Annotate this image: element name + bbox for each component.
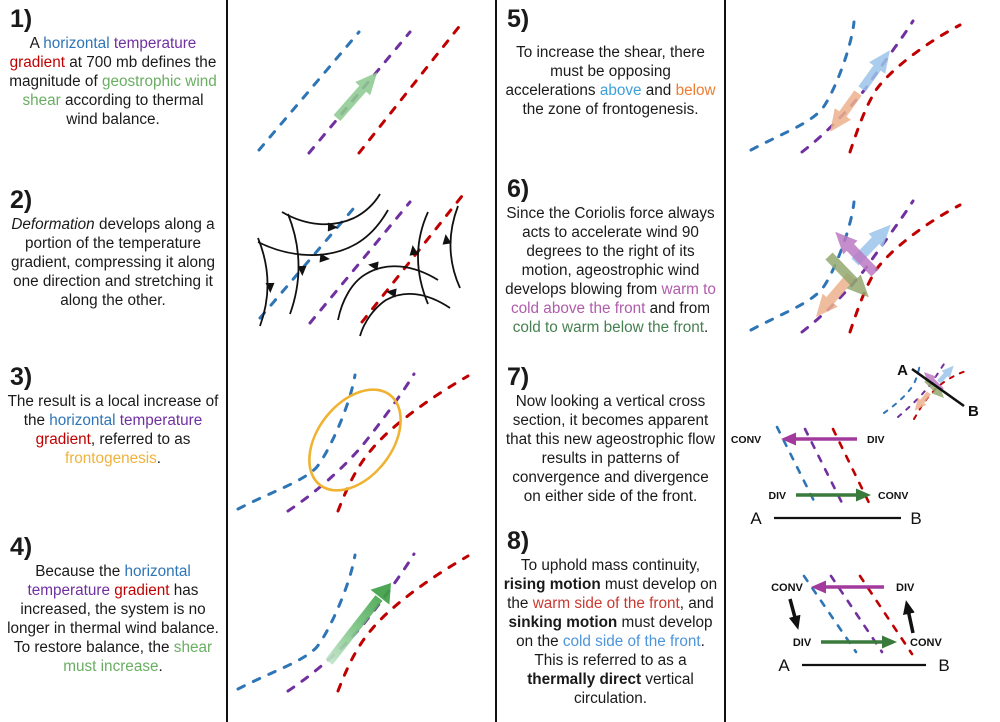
cold-isotherm-line (236, 553, 357, 691)
panel-2-number: 2) (10, 186, 33, 214)
panel-3-number: 3) (10, 363, 33, 391)
upper-acceleration-arrow (858, 50, 890, 92)
conv-label-lower: CONV (910, 637, 942, 649)
panel-7-diagram: A B CONV DIV DIV CONV A B (726, 361, 1000, 541)
panel-4-diagram (228, 541, 495, 722)
column-divider-3 (724, 0, 726, 722)
warm-isotherm-line (360, 194, 464, 324)
cold-isotherm-line (236, 373, 357, 511)
front-isotherm-line (803, 427, 846, 509)
panel-5-text: 5) To increase the shear, there must be … (497, 2, 724, 120)
front-isotherm-line (286, 372, 416, 513)
warm-isotherm-line (848, 23, 962, 154)
panel-4-body: Because the horizontal temperature gradi… (7, 563, 219, 676)
warm-isotherm-line (336, 554, 470, 693)
panel-7-text: 7) Now looking a vertical cross section,… (497, 360, 724, 507)
conv-label-upper: CONV (731, 434, 761, 446)
panel-2-diagram (228, 180, 495, 361)
panel-6-diagram (726, 180, 1000, 361)
sinking-motion-arrow (788, 598, 801, 630)
panel-3-diagram (228, 361, 495, 541)
panel-6-number: 6) (507, 175, 530, 203)
panel-2-body: Deformation develops along a portion of … (10, 216, 216, 310)
cross-section-line (911, 367, 965, 408)
plan-view-inset: A B (883, 362, 979, 420)
ageostrophic-cold-to-warm-arrow (825, 252, 869, 298)
column-divider-1 (226, 0, 228, 722)
panel-1-number: 1) (10, 5, 33, 33)
panel-6-text: 6) Since the Coriolis force always acts … (497, 172, 724, 338)
panel-8-body: To uphold mass continuity, rising motion… (503, 557, 718, 707)
warm-isotherm-line (858, 574, 914, 656)
point-a-label: A (750, 509, 762, 528)
panel-7-number: 7) (507, 363, 530, 391)
div-label-lower: DIV (793, 637, 812, 649)
conv-label-upper: CONV (771, 582, 803, 594)
front-isotherm-line (286, 552, 416, 693)
cold-isotherm-line (257, 30, 361, 152)
point-a-label: A (778, 656, 790, 675)
div-label-upper: DIV (867, 434, 885, 446)
panel-5-body: To increase the shear, there must be opp… (505, 44, 716, 119)
streamline-arrowheads (265, 222, 452, 298)
warm-isotherm-line (357, 21, 464, 155)
point-b-label: B (910, 509, 921, 528)
panel-2-text: 2) Deformation develops along a portion … (0, 183, 226, 311)
increased-shear-arrow (325, 583, 391, 665)
panel-1-diagram (228, 0, 495, 180)
front-isotherm-line (308, 200, 412, 325)
point-b-label: B (968, 403, 979, 420)
panel-4-text: 4) Because the horizontal temperature gr… (0, 530, 226, 677)
ageostrophic-warm-to-cold-arrow (835, 231, 879, 277)
panel-3-text: 3) The result is a local increase of the… (0, 360, 226, 469)
conv-label-lower: CONV (878, 490, 908, 502)
panel-7-body: Now looking a vertical cross section, it… (505, 393, 716, 506)
rising-motion-arrow (903, 600, 915, 634)
deformation-streamlines (257, 193, 461, 337)
column-divider-2 (495, 0, 497, 722)
panel-4-number: 4) (10, 533, 33, 561)
div-label-upper: DIV (896, 582, 915, 594)
panel-5-diagram (726, 0, 1000, 180)
panel-1-body: A horizontal temperature gradient at 700… (9, 35, 217, 129)
lower-acceleration-arrow (830, 90, 862, 132)
cold-isotherm-line (749, 20, 856, 152)
panel-1-text: 1) A horizontal temperature gradient at … (0, 2, 226, 130)
warm-isotherm-line (336, 374, 470, 513)
panel-3-body: The result is a local increase of the ho… (7, 393, 219, 468)
panel-8-number: 8) (507, 527, 530, 555)
panel-6-body: Since the Coriolis force always acts to … (505, 205, 716, 336)
panel-5-number: 5) (507, 5, 530, 33)
point-a-label: A (897, 362, 908, 379)
panel-8-diagram: CONV DIV DIV CONV A B (726, 541, 1000, 722)
frontogenesis-ellipse (308, 388, 402, 492)
div-label-lower: DIV (768, 490, 786, 502)
panel-8-text: 8) To uphold mass continuity, rising mot… (497, 524, 724, 709)
cross-section-view: CONV DIV DIV CONV A B (731, 425, 922, 528)
point-b-label: B (938, 656, 949, 675)
geostrophic-shear-arrow (333, 72, 378, 121)
